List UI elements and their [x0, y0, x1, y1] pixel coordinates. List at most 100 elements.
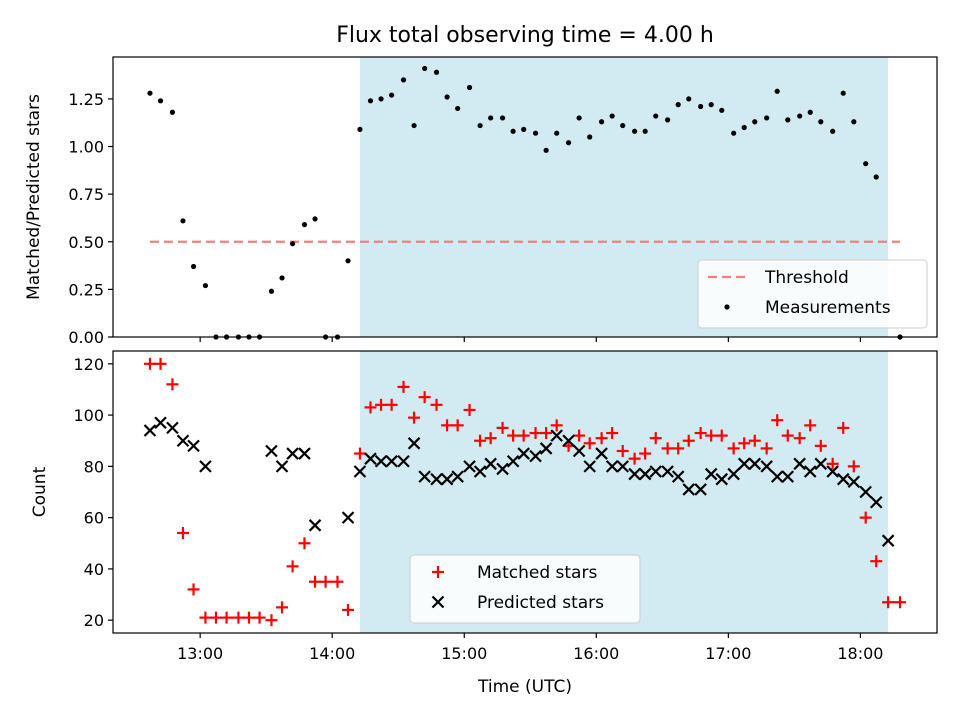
matched-star-point: [781, 429, 794, 442]
matched-star-point: [672, 442, 685, 455]
measurement-point: [830, 128, 836, 134]
measurement-point: [389, 92, 395, 98]
measurement-point: [554, 130, 560, 136]
measurement-points: [147, 65, 903, 340]
predicted-star-point: [694, 483, 707, 496]
legend-matched-label: Matched stars: [477, 563, 597, 583]
top-y-tick-label: 0.00: [68, 328, 104, 347]
predicted-star-point: [496, 462, 509, 476]
predicted-star-point: [418, 470, 431, 483]
bottom-y-tick-label: 40: [84, 560, 104, 579]
matched-star-point: [540, 427, 553, 440]
measurement-point: [731, 130, 737, 136]
measurement-point: [565, 140, 572, 146]
matched-star-point: [870, 555, 883, 568]
predicted-star-point: [154, 416, 167, 430]
matched-star-point: [474, 434, 487, 447]
top-legend-box: [697, 259, 928, 329]
predicted-star-point: [605, 460, 619, 473]
predicted-star-point: [770, 470, 784, 483]
matched-star-point: [661, 442, 674, 455]
measurement-point: [752, 119, 758, 125]
x-tick-label: 13:00: [177, 644, 223, 663]
predicted-star-point: [803, 465, 817, 478]
legend-predicted-swatch: [431, 595, 445, 609]
predicted-star-point: [760, 460, 773, 473]
predicted-star-point: [440, 472, 454, 486]
matched-star-point: [430, 398, 443, 411]
legend-measurements-label: Measurements: [765, 298, 891, 318]
matched-star-point: [682, 434, 695, 447]
matched-star-point: [496, 421, 509, 434]
matched-star-point: [143, 357, 156, 370]
measurement-point: [455, 105, 461, 112]
top-y-axis-label: Matched/Predicted stars: [24, 94, 44, 300]
x-tick-label: 14:00: [309, 644, 355, 663]
bottom-y-ticks: 20 40 60 80 100 120: [73, 355, 113, 630]
bottom-axes: 20 40 60 80 100 120 13:00 14:00 15:00 16:00 17:00…: [30, 350, 938, 697]
measurement-point: [863, 161, 869, 167]
predicted-star-point: [397, 454, 410, 468]
predicted-star-point: [682, 483, 696, 496]
matched-star-point: [715, 429, 728, 442]
predicted-star-point: [430, 472, 443, 486]
predicted-star-point: [859, 485, 872, 499]
measurement-point: [840, 90, 846, 96]
matched-star-point: [441, 419, 454, 432]
predicted-star-point: [748, 457, 762, 471]
matched-star-point: [606, 427, 619, 440]
matched-star-point: [616, 444, 629, 457]
measurement-point: [587, 134, 593, 140]
matched-star-point: [276, 601, 289, 614]
matched-star-point: [826, 457, 839, 470]
measurement-point: [543, 147, 549, 153]
predicted-star-point: [704, 467, 718, 481]
measurement-point: [367, 98, 374, 104]
measurement-point: [851, 119, 857, 125]
measurement-point: [632, 128, 638, 134]
measurement-point: [642, 128, 648, 134]
predicted-star-point: [616, 460, 629, 473]
matched-star-point: [154, 357, 167, 370]
predicted-star-point: [407, 437, 421, 450]
predicted-star-point: [539, 442, 553, 455]
matched-star-point: [397, 380, 410, 393]
matched-star-point: [451, 419, 464, 432]
matched-star-point: [694, 427, 707, 440]
measurement-point: [147, 90, 153, 96]
measurement-point: [466, 84, 473, 91]
matched-star-point: [484, 432, 497, 445]
predicted-star-point: [275, 460, 289, 473]
measurement-point: [268, 288, 275, 294]
matched-star-point: [639, 447, 652, 460]
measurement-point: [157, 98, 164, 104]
measurement-point: [169, 109, 176, 115]
measurement-point: [422, 65, 428, 72]
matched-star-point: [220, 611, 233, 624]
top-y-tick-label: 0.25: [68, 280, 104, 299]
matched-star-point: [353, 447, 366, 460]
legend-threshold-label: Threshold: [764, 268, 849, 288]
measurement-point: [400, 77, 407, 83]
x-tick-label: 16:00: [573, 644, 619, 663]
bottom-legend-box: [409, 554, 641, 624]
top-y-tick-label: 1.25: [68, 90, 104, 109]
legend-predicted-label: Predicted stars: [477, 593, 604, 613]
measurement-point: [510, 128, 516, 134]
matched-star-point: [309, 575, 322, 588]
matched-star-point: [166, 378, 179, 391]
predicted-star-point: [715, 472, 729, 486]
bottom-y-tick-label: 100: [73, 406, 104, 425]
matched-star-point: [232, 611, 245, 624]
matched-star-point: [738, 437, 751, 450]
matched-star-point: [176, 527, 189, 540]
measurement-point: [190, 263, 197, 270]
legend-measurements-swatch: [724, 304, 730, 310]
measurement-point: [532, 130, 539, 136]
bottom-y-tick-label: 80: [84, 457, 104, 476]
predicted-star-point: [517, 447, 530, 460]
predicted-star-point: [869, 495, 883, 509]
matched-star-point: [649, 432, 662, 445]
x-tick-label: 17:00: [705, 644, 751, 663]
measurement-point: [686, 96, 692, 102]
